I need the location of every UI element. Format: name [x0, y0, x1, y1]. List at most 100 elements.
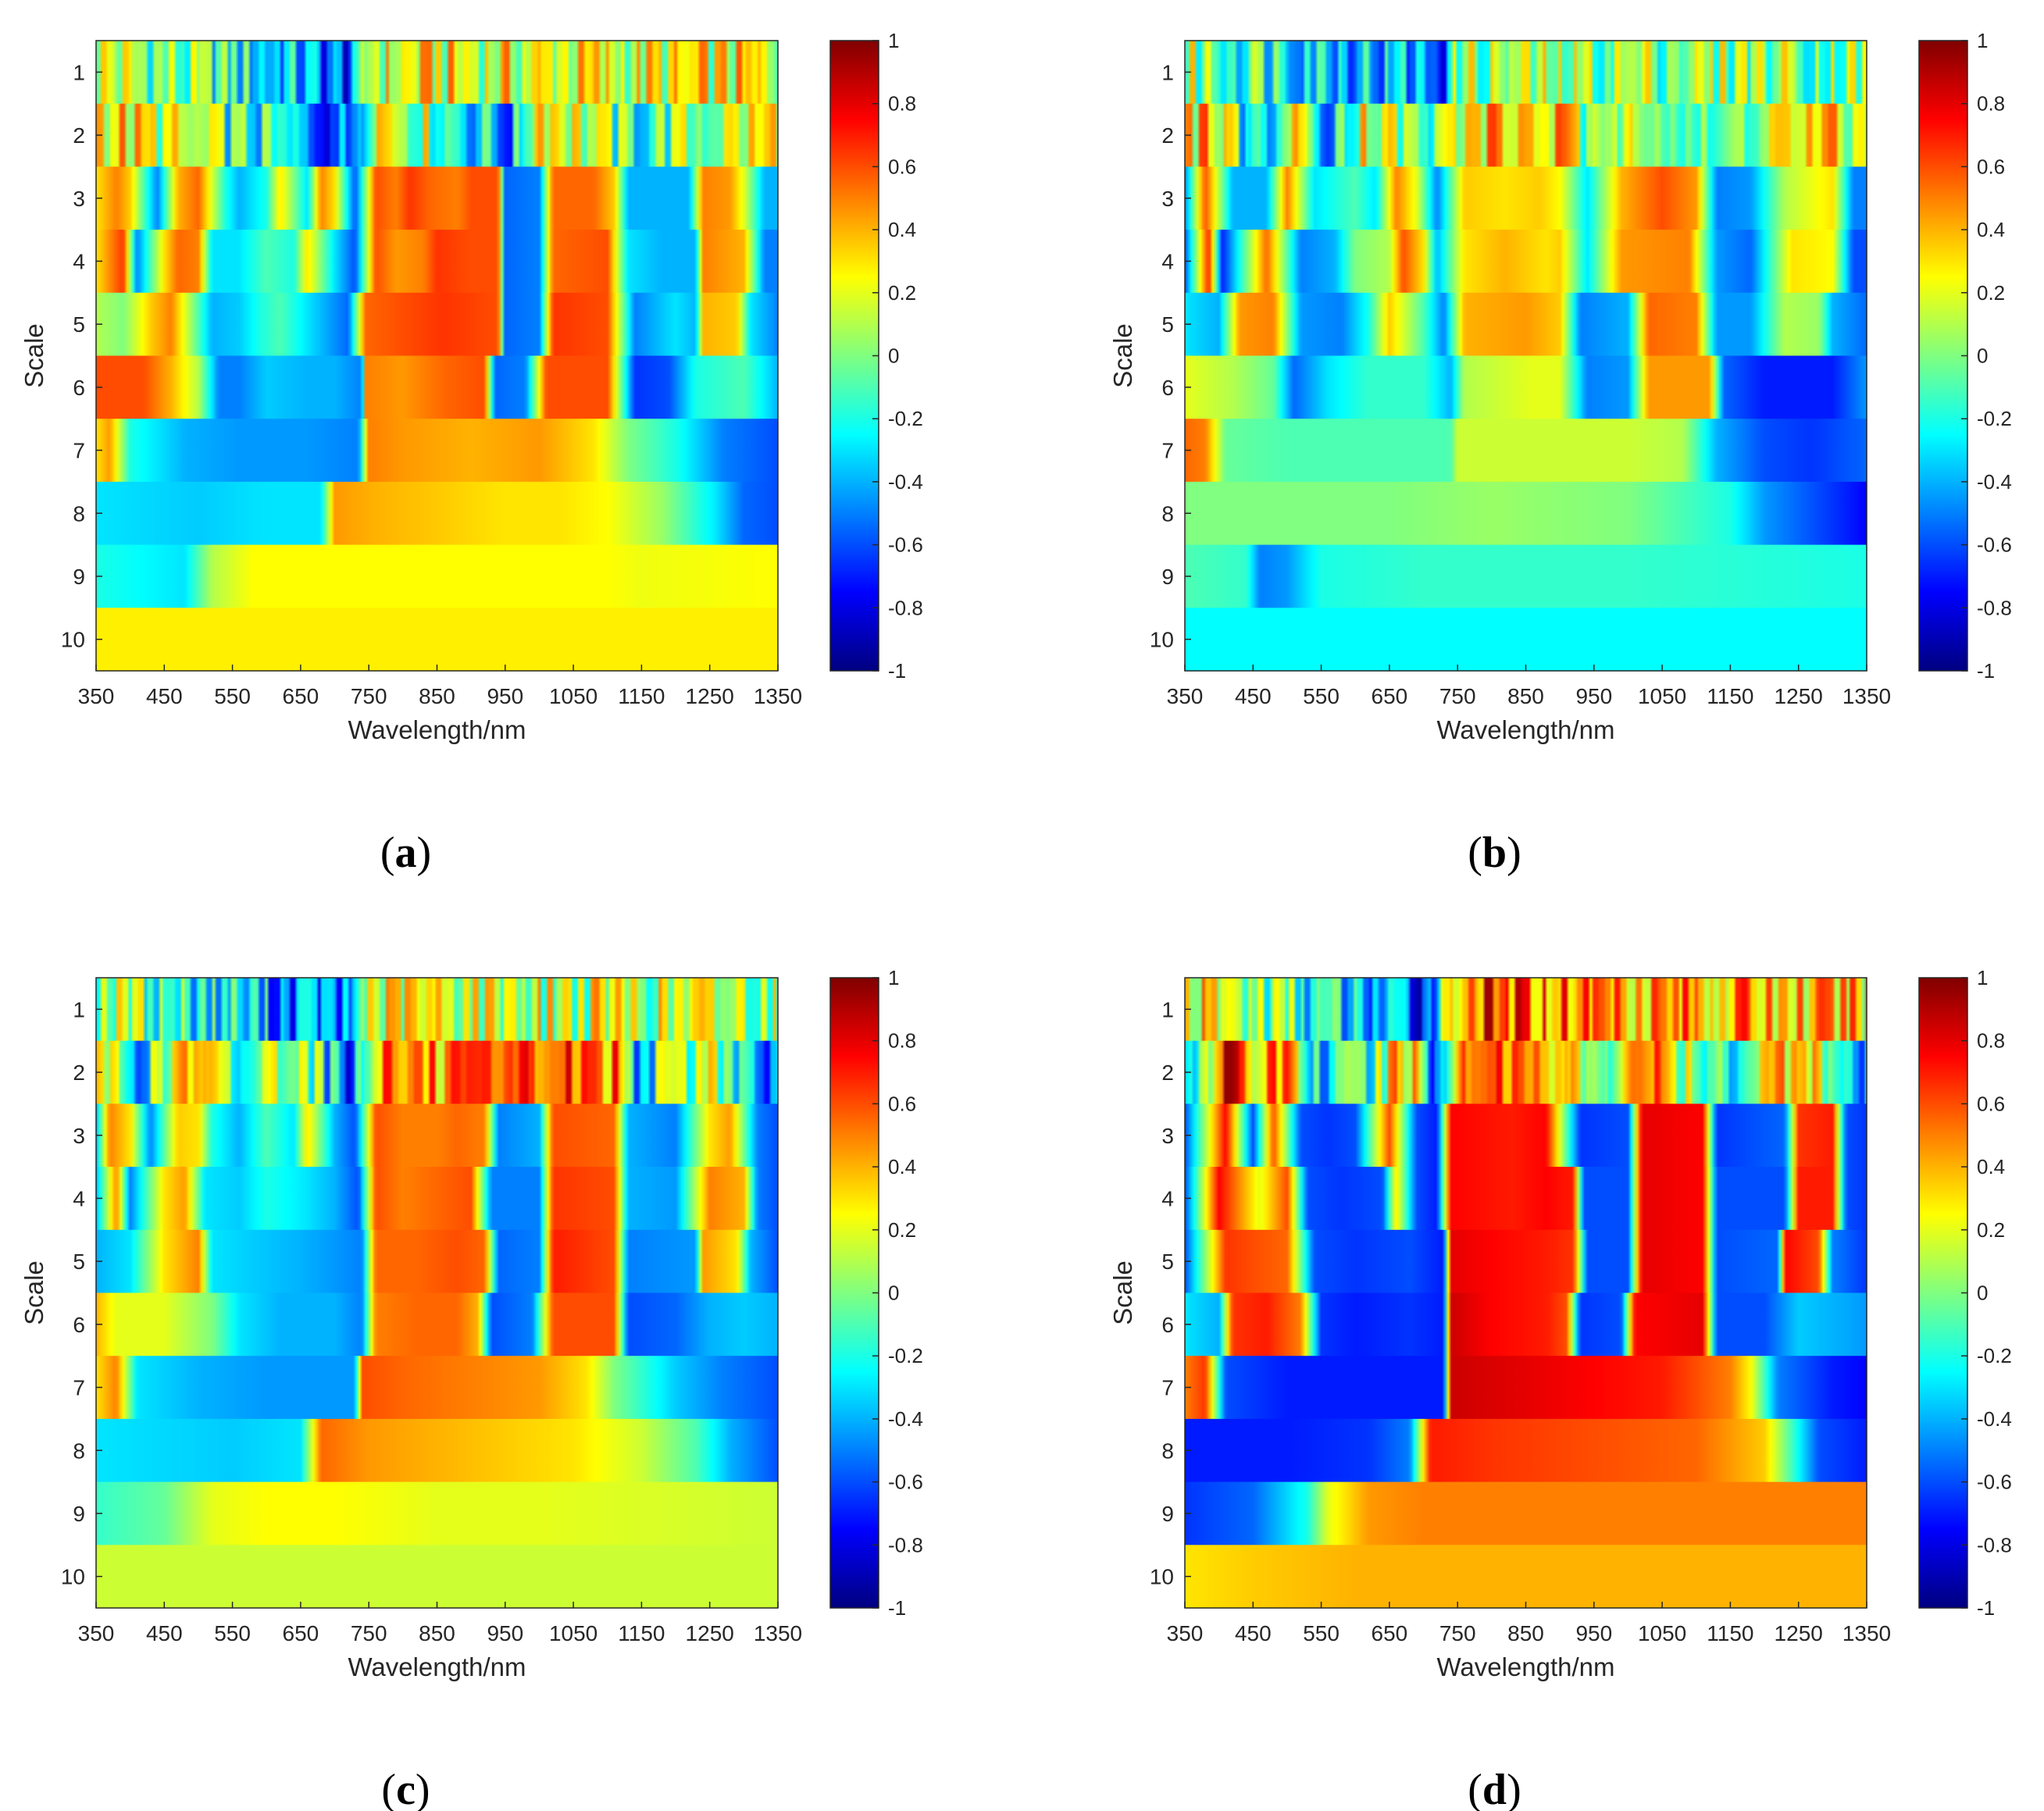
panel-label: (d)	[1468, 1766, 1521, 1811]
x-tick-label: 1350	[754, 1621, 802, 1645]
heatmap-row-scale-1	[1185, 41, 1867, 105]
colorbar-tick-label: 0.6	[888, 155, 916, 178]
heatmap-row-scale-3	[1185, 166, 1867, 230]
x-tick-label: 550	[214, 684, 251, 708]
y-tick-label: 7	[1161, 1376, 1174, 1400]
y-axis-label: Scale	[1108, 1260, 1137, 1325]
heatmap-row-scale-2	[1185, 1040, 1867, 1104]
colorbar-tick-label: 0	[1977, 1282, 1988, 1305]
y-tick-label: 8	[73, 1438, 85, 1463]
y-tick-label: 6	[73, 1313, 85, 1337]
y-axis-label: Scale	[1108, 323, 1137, 388]
y-tick-label: 1	[73, 997, 85, 1021]
x-tick-label: 950	[1575, 1621, 1612, 1645]
heatmap-row-scale-7	[96, 419, 778, 483]
colorbar-tick-label: 1	[1977, 966, 1988, 989]
y-axis-label: Scale	[20, 323, 48, 388]
x-tick-label: 1150	[618, 684, 665, 708]
x-tick-label: 1350	[1842, 684, 1891, 708]
x-tick-label: 450	[1235, 684, 1272, 708]
colorbar-gradient	[1918, 40, 1968, 672]
colorbar-tick-label: -0.2	[1977, 407, 2012, 430]
colorbar-tick-label: 0.2	[888, 281, 916, 305]
x-tick-label: 1350	[754, 684, 802, 708]
colorbar-tick-label: -0.8	[888, 1533, 923, 1556]
colorbar-tick-label: -0.6	[1977, 1471, 2012, 1494]
heatmap-row-scale-9	[96, 544, 778, 608]
colorbar: 1 0.8 0.6 0.4 0.2 0 -0.2 -0.4 -0.6 -0.8 -1	[829, 29, 923, 683]
y-tick-label: 5	[73, 312, 85, 337]
heatmap-row-scale-6	[96, 1292, 778, 1356]
heatmap-row-scale-10	[1185, 1545, 1867, 1609]
heatmap-row-scale-9	[1185, 544, 1867, 608]
y-tick-label: 7	[73, 1376, 85, 1400]
y-tick-label: 5	[73, 1250, 85, 1274]
y-tick-label: 2	[73, 1061, 85, 1085]
y-tick-label: 1	[1161, 60, 1174, 84]
heatmap-row-scale-9	[1185, 1481, 1867, 1545]
x-axis-label: Wavelength/nm	[1436, 1652, 1614, 1681]
colorbar-gradient	[829, 40, 879, 672]
y-tick-label: 1	[73, 60, 85, 84]
colorbar-tick-label: 0.2	[1977, 1218, 2005, 1242]
colorbar-tick-label: -1	[1977, 1596, 1995, 1620]
x-tick-label: 1150	[1707, 684, 1753, 708]
colorbar-tick-label: -0.2	[888, 1344, 923, 1367]
colorbar-tick-label: -0.8	[1977, 596, 2012, 619]
x-tick-label: 650	[283, 1621, 319, 1645]
colorbar: 1 0.8 0.6 0.4 0.2 0 -0.2 -0.4 -0.6 -0.8 -1	[1918, 966, 2012, 1620]
y-tick-label: 1	[1161, 997, 1174, 1021]
y-tick-label: 8	[1161, 1438, 1174, 1463]
y-tick-label: 10	[61, 1565, 85, 1589]
heatmap-row-scale-8	[96, 1418, 778, 1483]
y-tick-label: 4	[73, 1186, 85, 1210]
y-tick-label: 9	[1161, 565, 1174, 589]
heatmap-row-scale-5	[96, 292, 778, 357]
heatmap-row-scale-1	[96, 41, 778, 105]
x-tick-label: 1050	[1638, 1621, 1686, 1645]
x-tick-label: 1150	[618, 1621, 665, 1645]
y-tick-label: 10	[61, 628, 85, 652]
x-tick-label: 1250	[686, 1621, 734, 1645]
heatmap-row-scale-4	[1185, 1167, 1867, 1231]
y-tick-label: 9	[1161, 1502, 1174, 1526]
heatmap-row-scale-2	[96, 1040, 778, 1104]
colorbar-tick-label: -0.4	[1977, 470, 2012, 494]
panel-label: (c)	[381, 1766, 430, 1811]
colorbar-tick-label: -1	[888, 659, 906, 683]
x-tick-label: 950	[1575, 684, 1612, 708]
x-tick-label: 1250	[1775, 684, 1823, 708]
heatmap-row-scale-3	[96, 1103, 778, 1168]
heatmap-row-scale-6	[1185, 355, 1867, 419]
x-tick-label: 550	[1303, 684, 1339, 708]
heatmap-row-scale-3	[96, 166, 778, 230]
x-tick-label: 1150	[1707, 1621, 1753, 1645]
y-tick-label: 3	[73, 1124, 85, 1148]
x-tick-label: 950	[487, 684, 523, 708]
heatmap-row-scale-5	[96, 1229, 778, 1294]
x-tick-label: 850	[1507, 1621, 1544, 1645]
x-tick-label: 1350	[1842, 1621, 1891, 1645]
x-axis-label: Wavelength/nm	[1436, 715, 1614, 744]
y-tick-label: 8	[1161, 501, 1174, 526]
y-tick-label: 9	[73, 565, 85, 589]
x-tick-label: 350	[1167, 684, 1204, 708]
x-axis-label: Wavelength/nm	[348, 1652, 526, 1681]
heatmap-row-scale-7	[1185, 1356, 1867, 1420]
y-tick-label: 5	[1161, 1250, 1174, 1274]
y-tick-label: 7	[73, 439, 85, 463]
x-tick-label: 650	[1372, 1621, 1408, 1645]
colorbar-tick-label: -0.6	[888, 1471, 923, 1494]
x-tick-label: 750	[351, 684, 387, 708]
colorbar-tick-label: 0.8	[1977, 92, 2005, 116]
heatmap-row-scale-6	[96, 355, 778, 419]
heatmap-row-scale-4	[1185, 230, 1867, 294]
heatmap-row-scale-8	[1185, 1418, 1867, 1483]
x-tick-label: 450	[1235, 1621, 1272, 1645]
heatmap-row-scale-9	[96, 1481, 778, 1545]
